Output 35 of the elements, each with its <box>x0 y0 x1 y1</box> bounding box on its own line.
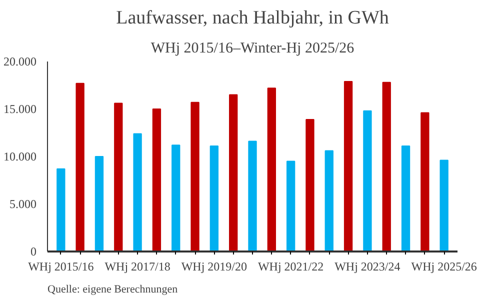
bar <box>229 94 238 252</box>
x-tick-label: WHj 2015/16 <box>28 260 94 274</box>
chart-subtitle: WHj 2015/16–Winter-Hj 2025/26 <box>150 40 355 56</box>
bar <box>210 146 219 252</box>
chart-title: Laufwasser, nach Halbjahr, in GWh <box>116 8 390 28</box>
bar <box>152 108 162 252</box>
bar <box>420 112 430 252</box>
x-tick-label: WHj 2021/22 <box>258 260 324 274</box>
bar <box>76 82 84 252</box>
source-note: Quelle: eigene Berechnungen <box>48 284 178 296</box>
bar <box>306 118 314 252</box>
bar <box>267 88 276 252</box>
bar <box>440 160 448 252</box>
bar <box>286 160 296 252</box>
y-tick-label: 15.000 <box>4 102 36 116</box>
x-tick-label: WHj 2017/18 <box>104 260 170 274</box>
bar <box>248 140 257 252</box>
y-tick-label: 0 <box>30 244 36 258</box>
y-tick-label: 20.000 <box>4 54 36 68</box>
bar <box>382 82 391 252</box>
bar <box>172 144 180 252</box>
bar <box>133 133 142 252</box>
bar <box>344 80 353 252</box>
x-tick-label: WHj 2023/24 <box>334 260 400 274</box>
x-tick-label: WHj 2025/26 <box>411 260 477 274</box>
bar <box>114 102 123 252</box>
x-tick-label: WHj 2019/20 <box>181 260 248 274</box>
y-tick-label: 5.000 <box>10 197 36 211</box>
bar <box>324 150 334 252</box>
bar <box>190 102 200 252</box>
bar <box>401 146 410 252</box>
bar <box>363 110 372 252</box>
y-tick-label: 10.000 <box>4 150 36 164</box>
bar <box>56 168 66 252</box>
bar <box>94 156 104 252</box>
